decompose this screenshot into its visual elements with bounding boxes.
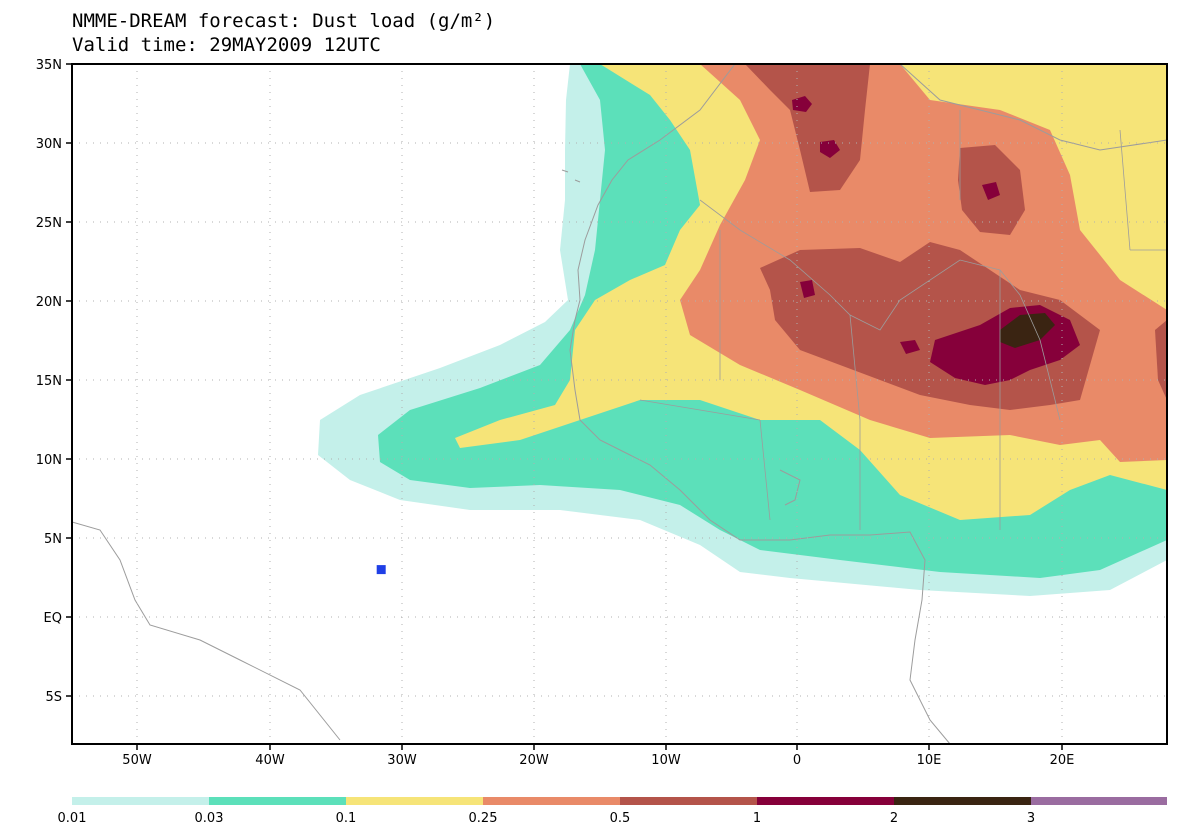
lat-label: 30N bbox=[36, 137, 62, 152]
africa-coastline bbox=[569, 64, 951, 744]
lat-label: EQ bbox=[44, 611, 62, 626]
contour-1 bbox=[982, 182, 1000, 200]
legend-swatch bbox=[483, 797, 620, 805]
axis-ticks bbox=[66, 63, 1063, 750]
lat-label: 10N bbox=[36, 453, 62, 468]
legend-label: 2 bbox=[890, 811, 898, 826]
lon-label: 20W bbox=[519, 753, 549, 768]
south-america-coastline bbox=[72, 521, 341, 741]
legend-swatch bbox=[1031, 797, 1167, 805]
lat-label: 20N bbox=[36, 295, 62, 310]
contour-2 bbox=[1000, 313, 1055, 348]
legend-swatch bbox=[72, 797, 209, 805]
lon-label: 30W bbox=[387, 753, 417, 768]
lat-label: 5N bbox=[44, 532, 62, 547]
lat-label: 5S bbox=[45, 690, 62, 705]
mediterranean-coastline bbox=[899, 64, 1167, 151]
map-title: NMME-DREAM forecast: Dust load (g/m²) bbox=[72, 10, 496, 32]
lon-label: 20E bbox=[1050, 753, 1075, 768]
lon-label: 50W bbox=[122, 753, 152, 768]
legend-colorbar bbox=[72, 797, 1167, 805]
legend-label: 0.03 bbox=[195, 811, 224, 826]
lon-label: 0 bbox=[793, 753, 801, 768]
legend-label: 0.01 bbox=[58, 811, 87, 826]
legend-label: 0.1 bbox=[336, 811, 357, 826]
contour-0-5 bbox=[745, 64, 870, 192]
station-marker bbox=[376, 565, 386, 575]
lat-label: 25N bbox=[36, 216, 62, 231]
legend-swatch bbox=[757, 797, 894, 805]
country-borders bbox=[639, 110, 1167, 530]
legend-swatch bbox=[209, 797, 346, 805]
valid-time: Valid time: 29MAY2009 12UTC bbox=[72, 34, 381, 56]
legend-swatch bbox=[894, 797, 1031, 805]
contour-1 bbox=[820, 140, 840, 158]
lon-label: 10W bbox=[651, 753, 681, 768]
legend-swatch bbox=[346, 797, 483, 805]
lat-label: 35N bbox=[36, 58, 62, 73]
legend-label: 1 bbox=[753, 811, 761, 826]
graticule bbox=[72, 64, 1167, 744]
coastlines bbox=[72, 64, 1167, 744]
lat-label: 15N bbox=[36, 374, 62, 389]
dust-field bbox=[318, 64, 1167, 596]
contour-1 bbox=[900, 340, 920, 354]
contour-1 bbox=[800, 280, 815, 298]
canary-islands bbox=[561, 169, 581, 183]
lon-label: 40W bbox=[255, 753, 285, 768]
legend-label: 0.25 bbox=[469, 811, 498, 826]
map-frame bbox=[71, 63, 1168, 745]
legend-label: 0.5 bbox=[610, 811, 631, 826]
lon-label: 10E bbox=[917, 753, 942, 768]
lake-volta bbox=[779, 469, 801, 506]
legend-swatch bbox=[620, 797, 757, 805]
legend-label: 3 bbox=[1027, 811, 1035, 826]
